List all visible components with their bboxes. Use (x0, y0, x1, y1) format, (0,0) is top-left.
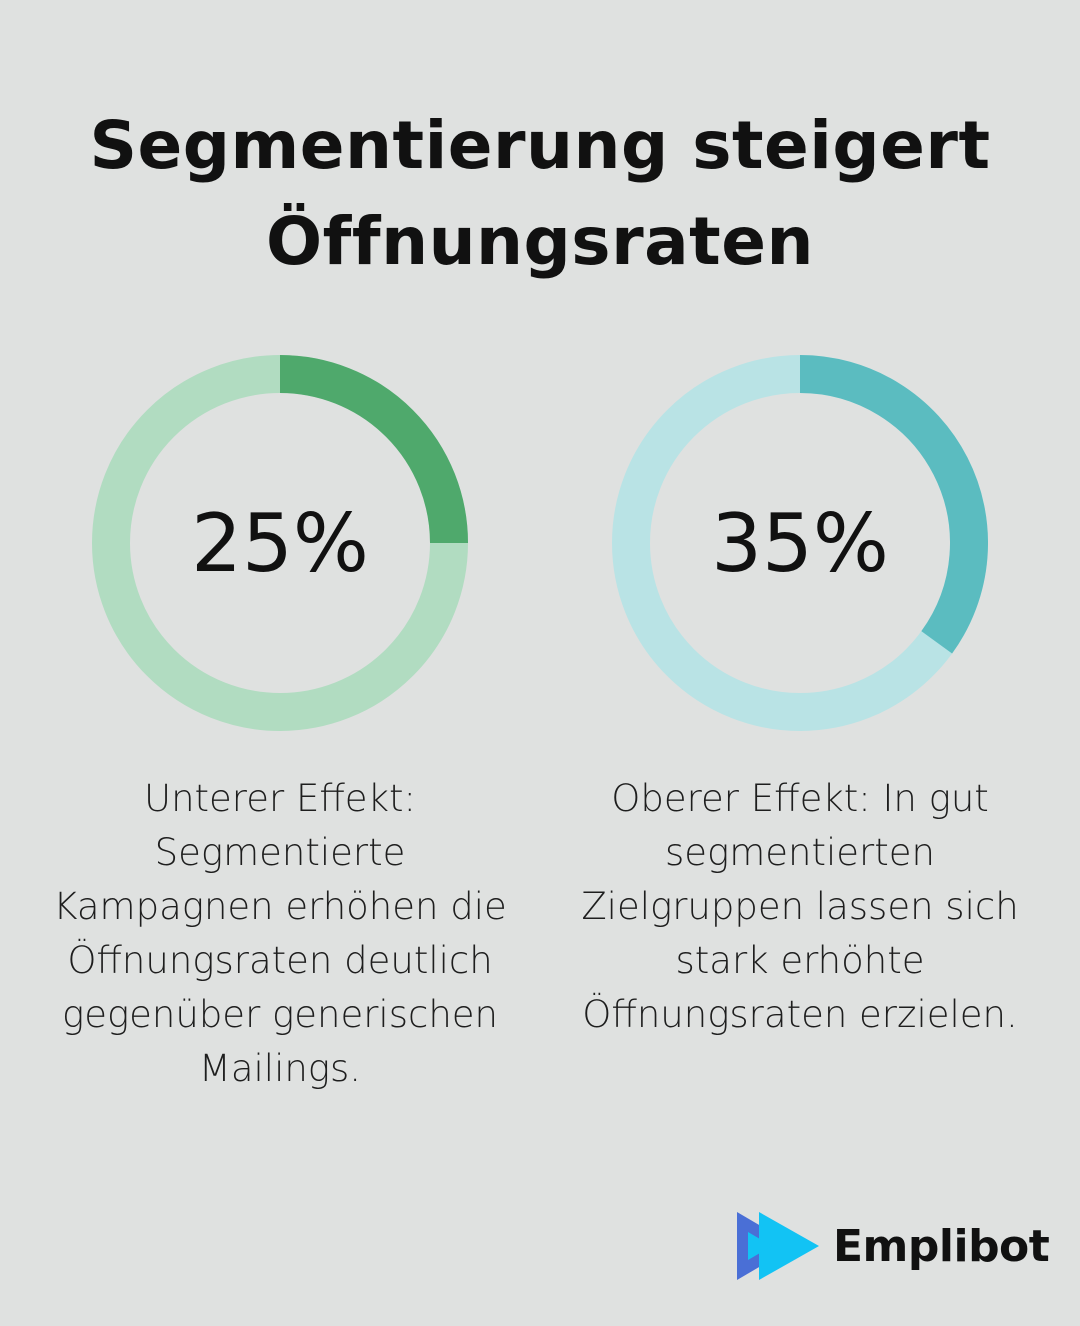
logo-text: Emplibot (833, 1220, 1050, 1272)
percentage-label: 25% (191, 496, 369, 590)
donut-segment (799, 355, 988, 654)
percentage-label: 35% (711, 496, 889, 590)
donut-segment (279, 355, 468, 544)
donut-chart-lower: 25% (92, 355, 468, 731)
page-title: Segmentierung steigert Öffnungsraten (89, 107, 991, 280)
play-triangles-icon (737, 1212, 819, 1280)
emplibot-logo: Emplibot (737, 1212, 1050, 1280)
donut-chart-upper: 35% (612, 355, 988, 731)
description-upper: Oberer Effekt: In gut segmentierten Ziel… (581, 777, 1019, 1036)
description-lower: Unterer Effekt: Segmentierte Kampagnen e… (53, 777, 507, 1090)
